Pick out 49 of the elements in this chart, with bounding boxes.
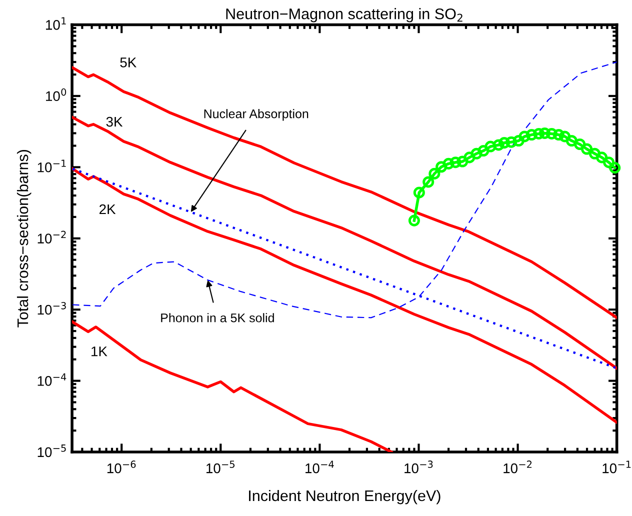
point: [442, 158, 454, 170]
series-label: 1K: [92, 346, 108, 356]
y-tick-label: 10$^{−5}$: [38, 444, 66, 458]
point: [428, 168, 440, 180]
point: [596, 152, 608, 164]
y-axis-title: Total cross−section(barns): [16, 150, 32, 328]
point: [498, 137, 510, 149]
chart-title: Neutron−Magnon scattering in SO$_{2}$: [226, 8, 462, 22]
point: [518, 130, 530, 142]
point: [533, 128, 545, 140]
x-tick-label: 10$^{−6}$: [107, 460, 136, 474]
y-tick-label: 10$^{−3}$: [38, 302, 66, 315]
point: [456, 156, 468, 168]
point: [538, 127, 550, 139]
point: [478, 145, 490, 157]
point: [609, 162, 621, 174]
point: [492, 139, 504, 151]
point: [470, 148, 482, 160]
y-tick-label: 10$^{−1}$: [38, 160, 66, 172]
x-tick-label: 10$^{−2}$: [504, 460, 532, 474]
series-label: 2K: [100, 204, 116, 214]
series-label: 3K: [106, 116, 123, 127]
point: [484, 140, 496, 152]
point: [450, 156, 462, 168]
point: [464, 152, 476, 164]
point: [436, 161, 448, 173]
point: [546, 128, 558, 140]
point: [422, 176, 434, 188]
point: [588, 148, 600, 160]
series-label: 5K: [120, 58, 136, 68]
y-tick-label: 10$^{−2}$: [38, 230, 66, 244]
x-axis-title: Incident Neutron Energy(eV): [249, 490, 440, 504]
point: [552, 129, 564, 141]
point: [526, 129, 538, 141]
point: [512, 134, 524, 147]
y-tick-label: 10$^{−4}$: [38, 373, 66, 386]
y-tick-label: 10$^{1}$: [46, 17, 66, 30]
x-tick-label: 10$^{−5}$: [206, 460, 235, 474]
annotation: Nuclear Absorption: [204, 109, 308, 121]
point: [603, 156, 615, 168]
x-tick-label: 10$^{−3}$: [404, 460, 433, 474]
point: [408, 214, 420, 226]
annotation: Phonon in a 5K solid: [161, 313, 274, 322]
x-tick-label: 10$^{−4}$: [306, 460, 334, 474]
point: [574, 138, 586, 150]
point: [580, 143, 593, 155]
y-tick-label: 10$^{0}$: [46, 88, 66, 102]
x-tick-label: 10$^{−1}$: [602, 460, 631, 474]
point: [506, 136, 518, 148]
